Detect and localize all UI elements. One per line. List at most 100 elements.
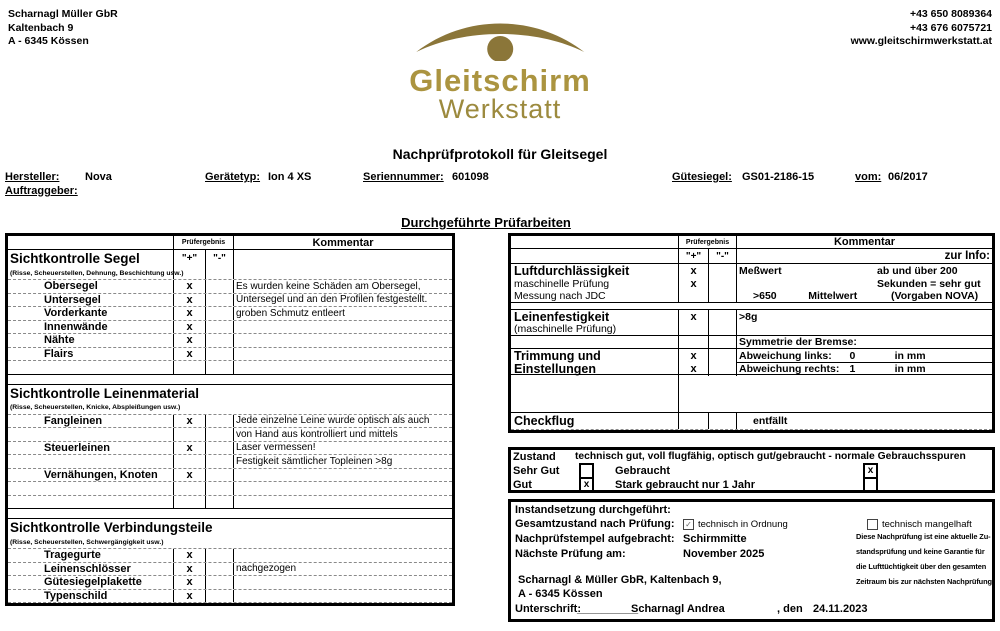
paraglider-wing-icon	[416, 23, 584, 62]
table-row: Prüfergebnis Kommentar	[511, 236, 992, 249]
minus-mark	[709, 323, 737, 335]
kommentar-header: Kommentar	[833, 236, 896, 248]
comment-part: Meßwert	[739, 265, 782, 277]
table-row: Sichtkontrolle Leinenmaterial	[8, 385, 452, 402]
table-row: Vernähungen, Knoten x	[8, 468, 452, 482]
technisch-mangelhaft-checkbox	[867, 519, 878, 530]
comment-cell: Abweichung links: 0 in mm	[737, 349, 992, 363]
comment-cell	[234, 469, 452, 482]
zustand-description: technisch gut, voll flugfähig, optisch g…	[575, 451, 966, 462]
row-label: Einstellungen	[511, 362, 679, 376]
table-row	[8, 482, 452, 496]
zustand-option-row: Gut x Stark gebraucht nur 1 Jahr	[511, 476, 992, 493]
table-row: Flairs x	[8, 347, 452, 361]
cell	[881, 477, 992, 493]
minus-mark	[709, 290, 737, 302]
comment-cell: >650 Mittelwert (Vorgaben NOVA)	[737, 290, 992, 302]
technisch-in-ordnung-option: ✓ technisch in Ordnung	[683, 519, 788, 530]
plus-mark: x	[679, 264, 709, 278]
signature-name: Scharnagl Andrea	[631, 603, 725, 615]
plus-mark: x	[679, 362, 709, 376]
plus-mark	[174, 361, 206, 374]
comment-cell: Festigkeit sämtlicher Topleinen >8g	[236, 455, 393, 467]
plus-mark: x	[174, 293, 206, 306]
comment-part: in mm	[894, 349, 926, 362]
gesamtzustand-label: Gesamtzustand nach Prüfung:	[515, 518, 675, 530]
gap-cell	[511, 303, 992, 309]
minus-mark	[206, 455, 234, 468]
table-row: Nähte x	[8, 334, 452, 348]
comment-part: entfällt	[753, 415, 788, 427]
comment-part: in mm	[894, 363, 926, 375]
minus-mark	[709, 277, 737, 290]
minus-mark	[709, 349, 737, 363]
comment-part: >8g	[739, 311, 758, 323]
minus-mark	[206, 293, 234, 306]
row-label: Messung nach JDC	[511, 290, 679, 302]
row-label	[8, 455, 174, 468]
comment-cell: entfällt	[737, 413, 992, 429]
gap-cell	[8, 375, 452, 384]
table-row: (Risse, Scheuerstellen, Knicke, Abspleiß…	[8, 402, 452, 415]
row-label: maschinelle Prüfung	[511, 277, 679, 290]
row-label: Leinenfestigkeit	[511, 310, 679, 324]
plus-header: "+"	[679, 249, 709, 263]
table-row: Festigkeit sämtlicher Topleinen >8g	[8, 455, 452, 469]
company-contact: +43 650 8089364 +43 676 6075721 www.gleits…	[851, 8, 992, 49]
sichtkontrolle-table: Prüfergebnis Kommentar Sichtkontrolle Sege…	[5, 233, 455, 606]
comment-part: Sekunden = sehr gut	[877, 277, 981, 290]
guetesiegel-label: Gütesiegel:	[672, 171, 732, 183]
row-label	[8, 495, 174, 508]
comment-part: Abweichung links:	[739, 349, 832, 362]
minus-mark	[206, 414, 234, 427]
zur-info-header: zur Info:	[944, 250, 990, 262]
section-note: (Risse, Scheuerstellen, Dehnung, Beschic…	[8, 267, 183, 279]
workshop-address-line2: A - 6345 Kössen	[518, 588, 603, 600]
cell: x	[577, 476, 613, 493]
address-line: Scharnagl Müller GbR	[8, 8, 118, 20]
comment-cell	[737, 323, 992, 335]
minus-header: "-"	[206, 250, 234, 267]
plus-mark	[174, 495, 206, 508]
table-row: Vorderkante x groben Schmutz entleert	[8, 307, 452, 321]
hersteller-label: Hersteller:	[5, 171, 60, 183]
zustand-option-label: Stark gebraucht nur 1 Jahr	[615, 478, 755, 491]
section-note: (Risse, Scheuerstellen, Knicke, Abspleiß…	[10, 404, 181, 411]
naechste-pruefung-value: November 2025	[683, 548, 765, 560]
row-label: Trimmung und	[511, 349, 679, 363]
minus-mark	[206, 589, 234, 602]
zustand-title-row: Zustand technisch gut, voll flugfähig, op…	[511, 450, 992, 463]
minus-mark	[206, 307, 234, 320]
workshop-address-line1: Scharnagl & Müller GbR, Kaltenbach 9,	[518, 574, 722, 586]
address-line: Kaltenbach 9	[8, 21, 74, 34]
comment-cell: Abweichung rechts: 1 in mm	[737, 362, 992, 376]
comment-cell: von Hand aus kontrolliert und mittels	[236, 428, 398, 440]
row-label: Luftdurchlässigkeit	[511, 264, 679, 278]
zustand-option-label: Sehr Gut	[513, 465, 560, 477]
technisch-in-ordnung-label: technisch in Ordnung	[698, 519, 788, 530]
comment-part: (Vorgaben NOVA)	[891, 290, 979, 302]
comment-cell: Meßwert ab und über 200	[737, 264, 992, 278]
logo-dot-icon	[487, 36, 513, 62]
instandsetzung-box: Instandsetzung durchgeführt: Gesamtzusta…	[508, 499, 995, 622]
table-row: Trimmung und x Abweichung links: 0 in mm	[511, 349, 992, 363]
zustand-checkbox	[863, 476, 878, 493]
plus-mark	[174, 482, 206, 495]
comment-cell: >8g	[737, 310, 992, 324]
logo-title: Gleitschirm	[409, 63, 591, 98]
pruefergebnis-header: Prüfergebnis	[174, 236, 234, 249]
minus-mark	[206, 361, 234, 374]
kommentar-header: Kommentar	[312, 236, 374, 249]
disclaimer-line: standsprüfung und keine Garantie für	[856, 547, 985, 556]
section-note: (Risse, Scheuerstellen, Schwergängigkeit…	[10, 538, 164, 546]
comment-cell	[234, 496, 452, 509]
minus-mark	[709, 310, 737, 324]
comment-cell: Es wurden keine Schäden am Obersegel,	[236, 280, 421, 292]
section-label: Sichtkontrolle Leinenmaterial	[10, 385, 200, 401]
minus-mark	[206, 280, 234, 293]
plus-mark: x	[679, 277, 709, 290]
disclaimer-line: Diese Nachprüfung ist eine aktuelle Zu-	[856, 532, 991, 541]
plus-mark	[174, 428, 206, 441]
minus-mark	[206, 347, 234, 360]
plus-mark: x	[174, 414, 206, 427]
